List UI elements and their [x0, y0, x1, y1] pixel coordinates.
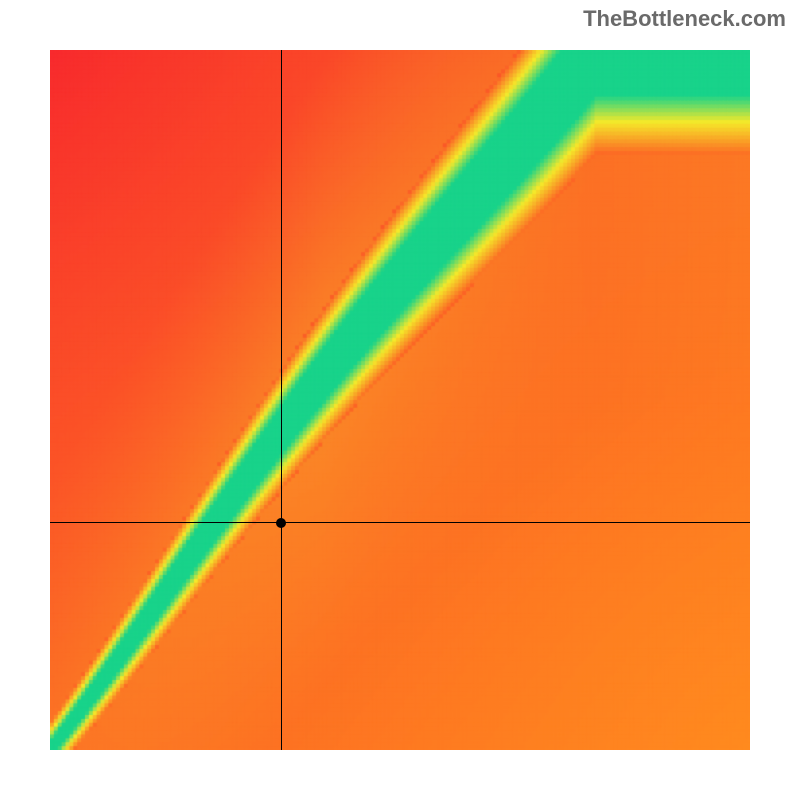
heatmap-plot: [50, 50, 750, 750]
heatmap-canvas: [50, 50, 750, 750]
watermark-text: TheBottleneck.com: [583, 6, 786, 32]
